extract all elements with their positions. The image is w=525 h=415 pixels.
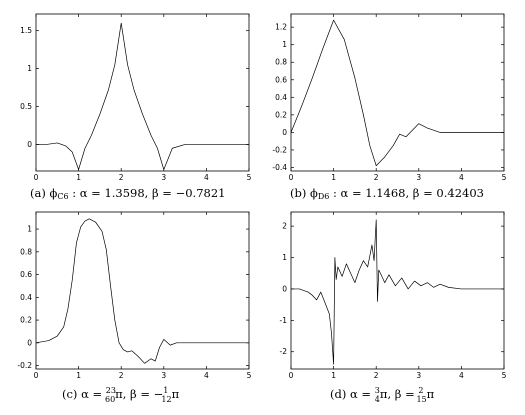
panel-b-ytick-label: 0.6 xyxy=(275,75,287,84)
panel-b: 0 1 2 3 4 5 -0.4 -0.2 0 0.2 0.4 0.6 0.8 1 1.2 (b) ϕD6 … xyxy=(272,13,507,201)
panel-a-xtick-label: 0 xyxy=(34,173,39,182)
panel-c-ytick-label: 0.6 xyxy=(20,270,32,279)
panel-c-ytick-label: 0.2 xyxy=(20,316,32,325)
panel-c-curve xyxy=(35,218,249,364)
panel-b-xtick-label: 5 xyxy=(502,173,507,182)
panel-b-ytick-label: 1.2 xyxy=(275,23,287,32)
panel-d-xtick-label: 3 xyxy=(416,371,421,380)
panel-c-ytick-label: 0.4 xyxy=(20,293,32,302)
panel-a-xtick-label: 2 xyxy=(119,173,124,182)
panel-d-xtick-label: 2 xyxy=(374,371,379,380)
panel-d-xtick-label: 5 xyxy=(502,371,507,380)
panel-c-xtick-label: 3 xyxy=(161,371,166,380)
panel-c-xtick-label: 2 xyxy=(119,371,124,380)
panel-a-xtick-label: 5 xyxy=(247,173,252,182)
panel-a-ytick-label: 0.5 xyxy=(20,102,32,111)
panel-b-xtick-label: 1 xyxy=(331,173,336,182)
panel-b-ticks: 0 1 2 3 4 5 -0.4 -0.2 0 0.2 0.4 0.6 0.8 1 1.2 xyxy=(272,14,507,182)
panel-d-caption: (d) α = 3 4π, β = 2 15π xyxy=(330,386,435,404)
panel-d: 0 1 2 3 4 5 -2 -1 0 1 2 (d) α = 3 4π, β = 2 15π xyxy=(280,211,507,404)
panel-a-xtick-label: 4 xyxy=(204,173,209,182)
panel-c-xtick-label: 0 xyxy=(34,371,39,380)
panel-b-frame xyxy=(290,13,505,172)
panel-b-ytick-label: 0.8 xyxy=(275,58,287,67)
panel-c-ytick-label: 0.8 xyxy=(20,247,32,256)
panel-b-ytick-label: 0.4 xyxy=(275,93,287,102)
panel-b-ytick-label: -0.2 xyxy=(272,145,287,154)
panel-c-xtick-label: 5 xyxy=(247,371,252,380)
panel-b-xtick-label: 4 xyxy=(459,173,464,182)
panel-c-xtick-label: 1 xyxy=(76,371,81,380)
panel-c-ytick-label: -0.2 xyxy=(17,361,32,370)
panel-d-ytick-label: -1 xyxy=(280,316,288,325)
panel-b-ytick-label: 0 xyxy=(282,128,287,137)
panel-b-curve xyxy=(290,19,504,167)
panel-d-ytick-label: -2 xyxy=(280,347,288,356)
panel-a-ytick-label: 1.5 xyxy=(20,26,32,35)
panel-d-frame xyxy=(290,211,505,370)
panel-c-caption: (c) α = 23 60π, β = −1 12π xyxy=(62,386,180,404)
panel-d-ticks: 0 1 2 3 4 5 -2 -1 0 1 2 xyxy=(280,212,507,380)
panel-a-frame xyxy=(35,13,250,172)
panel-a: 0 1 2 3 4 5 0 0.5 1 1.5 (a) ϕC6 : α = 1.3598, β =… xyxy=(20,13,252,201)
panel-c: 0 1 2 3 4 5-0.200.20.40.60.81 (c) α = 23 60π, … xyxy=(17,211,252,404)
panel-a-caption: (a) ϕC6 : α = 1.3598, β = −0.7821 xyxy=(30,186,225,201)
panel-b-xtick-label: 3 xyxy=(416,173,421,182)
panel-b-caption: (b) ϕD6 : α = 1.1468, β = 0.42403 xyxy=(290,186,484,201)
panel-c-ticks: 0 1 2 3 4 5-0.200.20.40.60.81 xyxy=(17,212,252,380)
panel-c-ytick-label: 0 xyxy=(27,338,32,347)
panel-c-xtick-label: 4 xyxy=(204,371,209,380)
panel-d-curve xyxy=(291,219,504,365)
panel-c-frame xyxy=(35,211,250,370)
panel-a-ytick-label: 1 xyxy=(27,64,32,73)
panel-d-ytick-label: 0 xyxy=(282,284,287,293)
panel-b-ytick-label: 1 xyxy=(282,40,287,49)
panel-a-xtick-label: 3 xyxy=(161,173,166,182)
panel-a-ticks: 0 1 2 3 4 5 0 0.5 1 1.5 xyxy=(20,14,252,182)
panel-a-xtick-label: 1 xyxy=(76,173,81,182)
panel-d-ytick-label: 1 xyxy=(282,253,287,262)
panel-d-xtick-label: 1 xyxy=(331,371,336,380)
panel-b-xtick-label: 2 xyxy=(374,173,379,182)
panel-d-ytick-label: 2 xyxy=(282,222,287,231)
panel-d-xtick-label: 4 xyxy=(459,371,464,380)
panel-b-ytick-label: -0.4 xyxy=(272,163,287,172)
panel-a-curve xyxy=(36,22,249,170)
panel-c-ytick-label: 1 xyxy=(27,225,32,234)
panel-b-ytick-label: 0.2 xyxy=(275,110,287,119)
panel-a-ytick-label: 0 xyxy=(27,140,32,149)
panel-b-xtick-label: 0 xyxy=(289,173,294,182)
panel-d-xtick-label: 0 xyxy=(289,371,294,380)
